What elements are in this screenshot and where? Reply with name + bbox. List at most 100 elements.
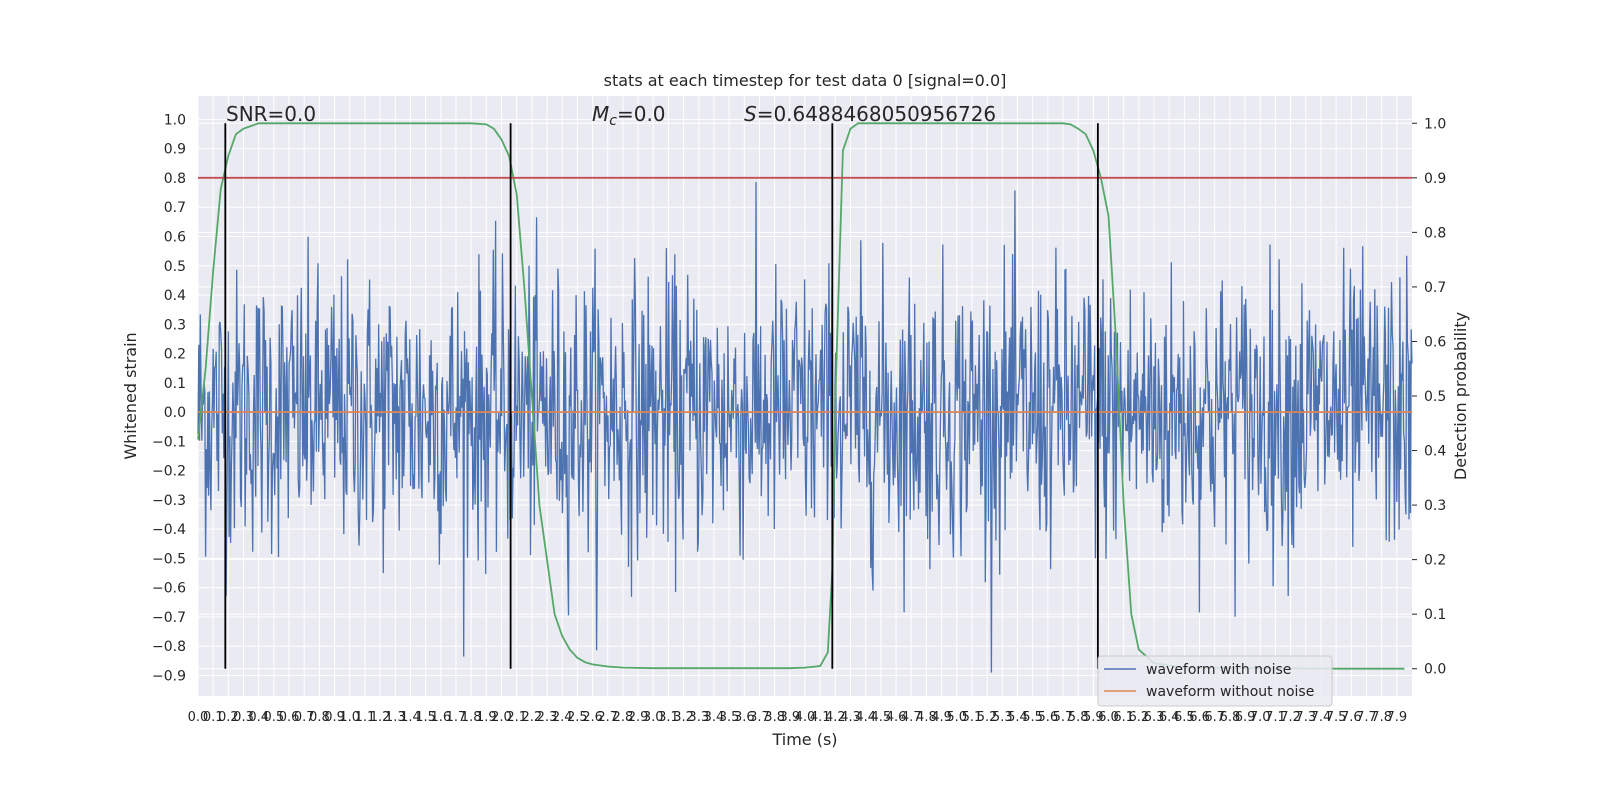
x-tick-label: 4.8 [916, 710, 937, 725]
y-tick-label-left: −0.5 [152, 551, 186, 567]
x-tick-label: 3.0 [643, 710, 664, 725]
x-tick-label: 5.3 [992, 710, 1013, 725]
x-tick-label: 5.2 [977, 710, 998, 725]
legend-box [1097, 655, 1333, 707]
x-tick-label: 6.2 [1129, 710, 1150, 725]
y-axis-label-right: Detection probability [1451, 312, 1470, 480]
chart-title: stats at each timestep for test data 0 [… [604, 71, 1007, 90]
y-tick-label-right: 0.7 [1424, 280, 1446, 296]
y-tick-label-left: −0.8 [152, 639, 186, 655]
annotation-mc-symbol: M [592, 102, 609, 126]
x-tick-label: 2.8 [613, 710, 634, 725]
y-tick-label-right: 0.4 [1424, 444, 1446, 460]
y-tick-label-right: 0.9 [1424, 171, 1446, 187]
x-tick-label: 1.2 [370, 710, 391, 725]
x-tick-label: 2.5 [567, 710, 588, 725]
y-tick-label-left: 0.3 [164, 317, 186, 333]
waveform-with-noise-line [197, 181, 1413, 673]
x-tick-label: 6.8 [1220, 710, 1241, 725]
y-tick-label-right: 0.0 [1424, 662, 1446, 678]
annotation-mc-value: =0.0 [617, 102, 666, 126]
series-lines [197, 122, 1412, 670]
x-tick-label: 7.9 [1386, 710, 1407, 725]
x-tick-label: 3.2 [673, 710, 694, 725]
x-tick-label: 3.3 [688, 710, 709, 725]
x-tick-label: 3.1 [658, 710, 679, 725]
x-tick-label: 1.8 [461, 710, 482, 725]
x-tick-label: 0.4 [248, 710, 269, 725]
x-tick-label: 7.2 [1280, 710, 1301, 725]
y-tick-label-right: 0.3 [1424, 498, 1446, 514]
annotation-mc-subscript: c [609, 113, 617, 129]
y-tick-label-right: 0.2 [1424, 553, 1446, 569]
y-tick-label-left: −0.2 [152, 464, 186, 480]
x-tick-label: 0.6 [279, 710, 300, 725]
x-tick-label: 3.9 [779, 710, 800, 725]
x-tick-label: 6.4 [1159, 710, 1180, 725]
y-tick-label-left: 0.9 [164, 142, 186, 158]
x-tick-label: 1.5 [415, 710, 436, 725]
legend-label-clean: waveform without noise [1146, 684, 1314, 700]
y-tick-label-left: −0.3 [152, 493, 186, 509]
y-tick-label-left: 0.4 [164, 288, 186, 304]
x-tick-label: 2.6 [582, 710, 603, 725]
y-tick-label-left: 0.1 [164, 376, 186, 392]
x-tick-label: 3.6 [734, 710, 755, 725]
x-tick-label: 4.5 [871, 710, 892, 725]
x-tick-label: 7.1 [1265, 710, 1286, 725]
x-tick-label: 2.7 [597, 710, 618, 725]
x-tick-label: 4.1 [810, 710, 831, 725]
x-tick-label: 0.7 [294, 710, 315, 725]
x-tick-label: 7.8 [1371, 710, 1392, 725]
x-tick-label: 5.5 [1022, 710, 1043, 725]
y-tick-label-right: 0.8 [1424, 225, 1446, 241]
x-tick-label: 2.4 [552, 710, 573, 725]
y-tick-label-left: 0.5 [164, 259, 186, 275]
x-tick-label: 0.9 [324, 710, 345, 725]
x-tick-label: 0.3 [233, 710, 254, 725]
y-tick-label-left: −0.6 [152, 581, 186, 597]
x-tick-label: 7.7 [1356, 710, 1377, 725]
x-tick-label: 2.2 [522, 710, 543, 725]
x-tick-label: 3.7 [749, 710, 770, 725]
x-tick-label: 5.9 [1083, 710, 1104, 725]
x-tick-label: 1.0 [339, 710, 360, 725]
x-tick-label: 6.1 [1113, 710, 1134, 725]
annotation-mc: Mc=0.0 [592, 102, 666, 129]
x-tick-label: 2.3 [537, 710, 558, 725]
series-waveform-with-noise [197, 181, 1413, 673]
x-tick-label: 0.1 [203, 710, 224, 725]
legend: waveform with noise waveform without noi… [1097, 655, 1333, 707]
y-tick-label-left: 0.6 [164, 229, 186, 245]
x-tick-label: 7.3 [1295, 710, 1316, 725]
x-tick-label: 1.1 [355, 710, 376, 725]
x-tick-label: 4.2 [825, 710, 846, 725]
y-tick-label-right: 1.0 [1424, 116, 1446, 132]
y-tick-label-left: 0.8 [164, 171, 186, 187]
x-tick-label: 4.9 [931, 710, 952, 725]
x-tick-label: 4.6 [886, 710, 907, 725]
x-tick-label: 6.9 [1235, 710, 1256, 725]
y-tick-label-left: −0.1 [152, 434, 186, 450]
x-tick-label: 6.7 [1204, 710, 1225, 725]
x-tick-label: 2.0 [491, 710, 512, 725]
x-tick-label: 4.3 [840, 710, 861, 725]
x-tick-label: 6.5 [1174, 710, 1195, 725]
tick-labels: 0.00.10.20.30.40.50.60.70.80.91.01.11.21… [152, 112, 1446, 725]
x-tick-label: 1.6 [430, 710, 451, 725]
annotation-s-symbol: S [744, 102, 757, 126]
annotation-s-value: =0.6488468050956726 [757, 102, 996, 126]
x-tick-label: 4.4 [855, 710, 876, 725]
x-tick-label: 6.6 [1189, 710, 1210, 725]
x-tick-label: 0.5 [264, 710, 285, 725]
y-tick-label-left: 0.0 [164, 405, 186, 421]
x-tick-label: 2.9 [628, 710, 649, 725]
y-tick-label-left: −0.7 [152, 610, 186, 626]
vertical-markers [224, 123, 1099, 669]
x-tick-label: 2.1 [506, 710, 527, 725]
y-tick-label-right: 0.1 [1424, 607, 1446, 623]
y-tick-label-left: 0.7 [164, 200, 186, 216]
x-tick-label: 5.1 [962, 710, 983, 725]
x-tick-label: 0.2 [218, 710, 239, 725]
